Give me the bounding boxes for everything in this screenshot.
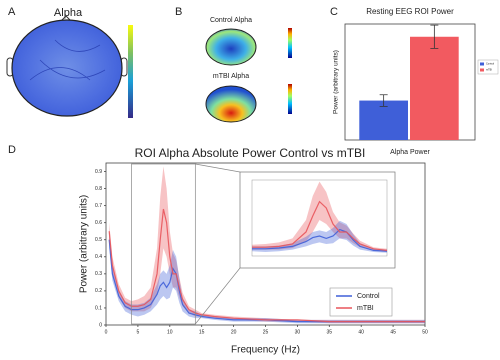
x-tick-label: 40 — [358, 329, 364, 335]
zoom-connector — [195, 163, 241, 325]
topomap-title: Alpha — [54, 7, 83, 19]
bar — [359, 100, 408, 140]
y-tick-label: 0 — [99, 322, 102, 328]
topomap-title: Control Alpha — [210, 17, 252, 24]
legend-swatch — [480, 62, 484, 66]
y-tick-label: 0.5 — [95, 237, 102, 243]
y-tick-label: 0.3 — [95, 271, 102, 277]
topomap-a — [6, 15, 128, 117]
chart-title: Resting EEG ROI Power — [366, 7, 454, 16]
legend-label: mTBI — [357, 305, 374, 312]
inset-plot — [252, 181, 387, 253]
legend-label: mTBI — [486, 69, 492, 72]
x-tick-label: 45 — [390, 329, 396, 335]
topomap-title: mTBI Alpha — [213, 73, 249, 80]
x-tick-label: 5 — [137, 329, 140, 335]
legend-swatch — [480, 68, 484, 72]
x-tick-label: 50 — [422, 329, 428, 335]
topomap-mtbi — [205, 85, 257, 123]
error-bar — [430, 24, 439, 49]
panel-label: D — [8, 144, 16, 156]
colorbar — [128, 25, 133, 118]
panel-label: C — [330, 6, 338, 18]
x-axis-label: Frequency (Hz) — [231, 345, 300, 356]
line — [252, 228, 387, 252]
y-tick-label: 0.1 — [95, 305, 102, 311]
line — [108, 239, 425, 323]
y-tick-label: 0.6 — [95, 220, 102, 226]
bar — [410, 36, 459, 141]
error-band — [109, 166, 425, 324]
zoom-window — [131, 163, 196, 325]
x-tick-label: 20 — [231, 329, 237, 335]
line — [108, 208, 425, 323]
legend-box — [329, 287, 393, 317]
error-band — [252, 181, 387, 252]
x-tick-label: 0 — [105, 329, 108, 335]
y-tick-label: 0.4 — [95, 254, 102, 260]
error-band — [109, 231, 425, 324]
inset-frame — [239, 171, 396, 269]
y-axis-label: Power (arbitrary units) — [79, 195, 90, 293]
x-tick-label: 10 — [167, 329, 173, 335]
y-tick-label: 0.8 — [95, 186, 102, 192]
x-tick-label: 35 — [327, 329, 333, 335]
chart-title: ROI Alpha Absolute Power Control vs mTBI — [135, 146, 366, 160]
x-tick-label: 25 — [263, 329, 269, 335]
y-tick-label: 0.9 — [95, 169, 102, 175]
x-tick-label: 15 — [199, 329, 205, 335]
legend-label: Control — [486, 63, 495, 66]
x-tick-label: Alpha Power — [390, 149, 430, 156]
topomap-control — [205, 28, 257, 66]
legend-label: Control — [357, 293, 380, 300]
y-tick-label: 0.2 — [95, 288, 102, 294]
colorbar — [288, 28, 292, 58]
y-tick-label: 0.7 — [95, 203, 102, 209]
panel-label: B — [175, 6, 182, 18]
error-bar — [379, 94, 388, 107]
panel-label: A — [8, 6, 16, 18]
y-axis-label: Power (arbitrary units) — [333, 50, 340, 114]
colorbar — [288, 84, 292, 114]
x-tick-label: 30 — [295, 329, 301, 335]
inset-axes — [251, 179, 388, 257]
line — [252, 200, 387, 252]
